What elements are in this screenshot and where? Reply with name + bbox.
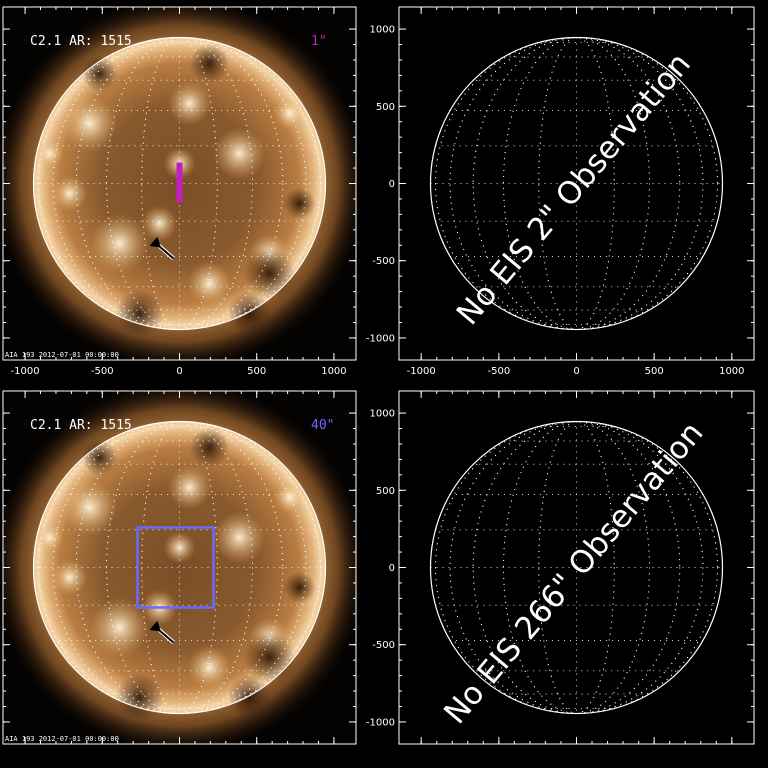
panel-content: No EIS 2" Observation <box>399 7 754 360</box>
bright-region <box>187 261 232 306</box>
eis-raster-box <box>136 526 215 609</box>
meridian-line <box>141 37 218 330</box>
y-tick-label: 0 <box>389 179 395 190</box>
meridian-line <box>75 421 284 714</box>
bright-region <box>61 479 118 536</box>
panel-3: C2.1 AR: 1515 40" AIA 193 2012-07-01 00:00… <box>2 390 357 745</box>
dark-region <box>115 673 164 722</box>
y-tick-label: 1000 <box>370 409 395 420</box>
y-tick-label: -1000 <box>366 717 395 728</box>
meridian-line <box>141 421 218 714</box>
x-tick-label: -500 <box>487 366 510 377</box>
dark-region <box>283 187 316 220</box>
arrow-icon <box>149 620 175 644</box>
image-footer: AIA 193 2012-07-01 00:00:00 <box>5 735 119 743</box>
panel-title: C2.1 AR: 1515 <box>30 34 132 49</box>
bright-region <box>51 175 88 212</box>
resolution-label: 40" <box>311 418 334 433</box>
arrow-icon <box>149 236 175 260</box>
y-tick-label: 1000 <box>370 25 395 36</box>
bright-region <box>213 511 266 564</box>
panel-content <box>3 391 356 744</box>
limb-circle <box>32 36 327 331</box>
dark-region <box>115 289 164 338</box>
limb-circle <box>429 36 724 331</box>
meridian-line <box>472 421 681 714</box>
eis-slit-marker <box>176 162 183 203</box>
meridian-line <box>106 421 253 714</box>
bright-region <box>213 127 266 180</box>
bright-region <box>61 95 118 152</box>
bright-region <box>167 81 212 126</box>
meridian-line <box>538 421 615 714</box>
limb-circle <box>429 420 724 715</box>
bright-region <box>89 597 150 658</box>
bright-region <box>187 645 232 690</box>
panel-4: No EIS 266" Observation 1000 500 0 -500 -1000 <box>366 390 755 745</box>
meridian-line <box>106 37 253 330</box>
image-footer: AIA 193 2012-07-01 00:00:00 <box>5 351 119 359</box>
bright-region <box>35 139 64 168</box>
y-tick-label: -500 <box>372 256 395 267</box>
x-tick-label: 0 <box>573 366 579 377</box>
panel-content <box>3 7 356 360</box>
bright-region <box>35 523 64 552</box>
meridian-line <box>37 37 322 330</box>
bright-region <box>273 481 306 514</box>
meridian-line <box>434 421 719 714</box>
dark-region <box>227 291 272 336</box>
panel-content: No EIS 266" Observation <box>399 391 754 744</box>
x-tick-label: -1000 <box>11 366 40 377</box>
resolution-label: 1" <box>311 34 327 49</box>
meridian-line <box>75 37 284 330</box>
meridian-line <box>503 421 650 714</box>
dark-region <box>227 675 272 720</box>
dark-region <box>189 43 230 84</box>
panel-1: C2.1 AR: 1515 1" AIA 193 2012-07-01 00:00:… <box>2 6 357 377</box>
bright-region <box>51 559 88 596</box>
x-tick-label: 1000 <box>321 366 346 377</box>
y-tick-label: -500 <box>372 640 395 651</box>
dark-region <box>81 439 118 476</box>
x-tick-label: 1000 <box>719 366 744 377</box>
y-tick-label: 0 <box>389 563 395 574</box>
x-tick-label: 500 <box>247 366 266 377</box>
dark-region <box>81 55 118 92</box>
meridian-line <box>37 421 322 714</box>
meridian-line <box>472 37 681 330</box>
dark-region <box>189 427 230 468</box>
meridian-line <box>503 37 650 330</box>
bright-region <box>273 97 306 130</box>
y-tick-label: 500 <box>376 102 395 113</box>
meridian-line <box>538 37 615 330</box>
x-tick-label: 500 <box>645 366 664 377</box>
x-tick-label: -1000 <box>407 366 436 377</box>
panel-2: No EIS 2" Observation -1000 -500 0 500 1000 10… <box>366 6 755 377</box>
y-tick-label: 500 <box>376 486 395 497</box>
x-tick-label: 0 <box>176 366 182 377</box>
meridian-line <box>434 37 719 330</box>
panel-title: C2.1 AR: 1515 <box>30 418 132 433</box>
dark-region <box>283 571 316 604</box>
x-tick-label: -500 <box>91 366 114 377</box>
limb-circle <box>32 420 327 715</box>
y-tick-label: -1000 <box>366 333 395 344</box>
bright-region <box>141 205 178 242</box>
bright-region <box>89 213 150 274</box>
bright-region <box>167 465 212 510</box>
